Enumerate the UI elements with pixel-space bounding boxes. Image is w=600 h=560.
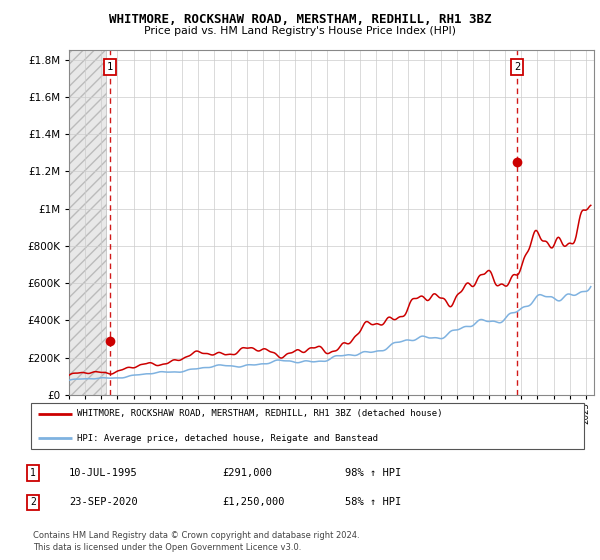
- Text: 2: 2: [30, 497, 36, 507]
- Text: 58% ↑ HPI: 58% ↑ HPI: [345, 497, 401, 507]
- Text: Price paid vs. HM Land Registry's House Price Index (HPI): Price paid vs. HM Land Registry's House …: [144, 26, 456, 36]
- Text: 2: 2: [514, 62, 520, 72]
- Text: Contains HM Land Registry data © Crown copyright and database right 2024.
This d: Contains HM Land Registry data © Crown c…: [33, 531, 359, 552]
- Text: £1,250,000: £1,250,000: [222, 497, 284, 507]
- Text: 1: 1: [30, 468, 36, 478]
- Text: £291,000: £291,000: [222, 468, 272, 478]
- FancyBboxPatch shape: [31, 404, 584, 449]
- Text: 98% ↑ HPI: 98% ↑ HPI: [345, 468, 401, 478]
- Text: HPI: Average price, detached house, Reigate and Banstead: HPI: Average price, detached house, Reig…: [77, 434, 378, 443]
- Text: 23-SEP-2020: 23-SEP-2020: [69, 497, 138, 507]
- Text: WHITMORE, ROCKSHAW ROAD, MERSTHAM, REDHILL, RH1 3BZ (detached house): WHITMORE, ROCKSHAW ROAD, MERSTHAM, REDHI…: [77, 409, 443, 418]
- Text: WHITMORE, ROCKSHAW ROAD, MERSTHAM, REDHILL, RH1 3BZ: WHITMORE, ROCKSHAW ROAD, MERSTHAM, REDHI…: [109, 12, 491, 26]
- Text: 10-JUL-1995: 10-JUL-1995: [69, 468, 138, 478]
- Text: 1: 1: [107, 62, 113, 72]
